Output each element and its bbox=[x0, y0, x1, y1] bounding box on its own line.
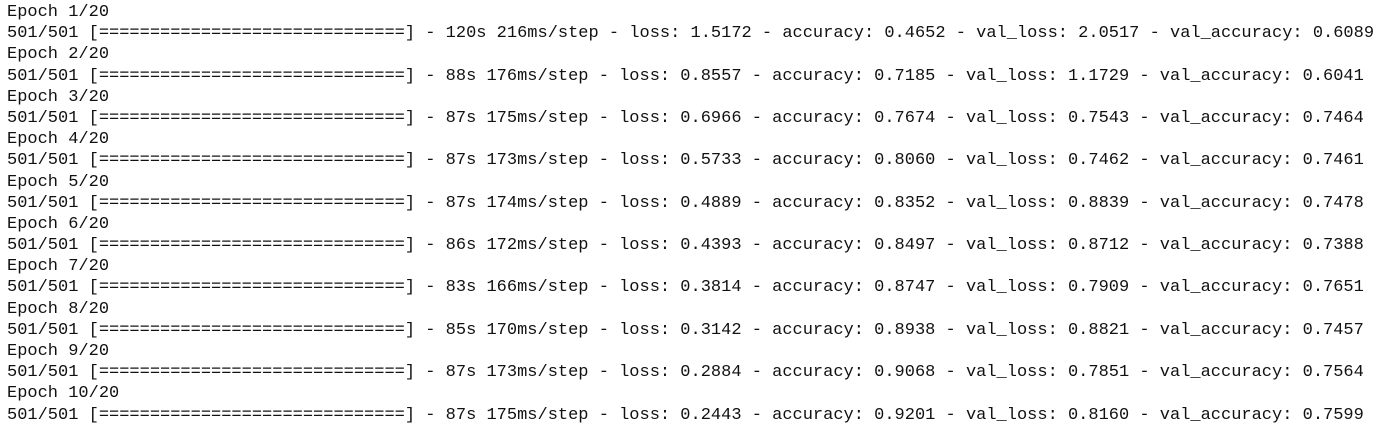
epoch-log: 501/501 [==============================]… bbox=[7, 363, 1364, 383]
epoch-header: Epoch 5/20 bbox=[7, 172, 110, 192]
epoch-log: 501/501 [==============================]… bbox=[7, 24, 1375, 44]
epoch-log: 501/501 [==============================]… bbox=[7, 278, 1364, 298]
epoch-header: Epoch 3/20 bbox=[7, 87, 110, 107]
epoch-log: 501/501 [==============================]… bbox=[7, 151, 1364, 171]
epoch-log: 501/501 [==============================]… bbox=[7, 108, 1364, 128]
epoch-header: Epoch 7/20 bbox=[7, 257, 110, 277]
epoch-log: 501/501 [==============================]… bbox=[7, 66, 1364, 86]
epoch-header: Epoch 2/20 bbox=[7, 45, 110, 65]
epoch-log: 501/501 [==============================]… bbox=[7, 320, 1364, 340]
epoch-log: 501/501 [==============================]… bbox=[7, 193, 1364, 213]
epoch-log: 501/501 [==============================]… bbox=[7, 405, 1364, 425]
epoch-header: Epoch 10/20 bbox=[7, 384, 120, 404]
epoch-header: Epoch 9/20 bbox=[7, 342, 110, 361]
epoch-header: Epoch 4/20 bbox=[7, 130, 110, 150]
epoch-log: 501/501 [==============================]… bbox=[7, 236, 1364, 256]
epoch-header: Epoch 8/20 bbox=[7, 299, 110, 319]
epoch-header: Epoch 6/20 bbox=[7, 214, 110, 234]
epoch-header: Epoch 1/20 bbox=[7, 3, 110, 22]
